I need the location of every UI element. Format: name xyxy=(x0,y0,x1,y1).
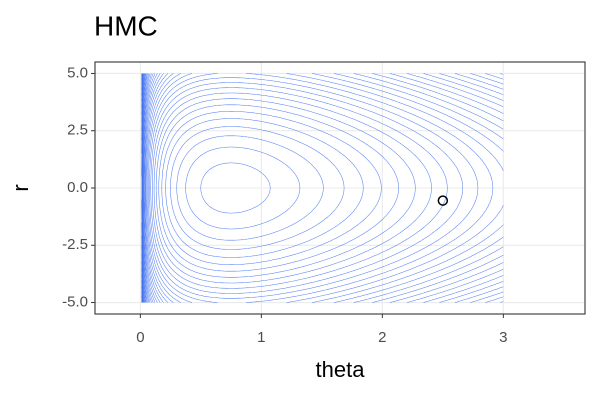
y-tick-label: -5.0 xyxy=(62,294,88,311)
y-axis-label: r xyxy=(8,184,33,191)
contour-line xyxy=(147,73,504,303)
x-tick-label: 1 xyxy=(257,329,265,346)
y-tick-label: 0.0 xyxy=(67,179,88,196)
contour-line xyxy=(142,73,504,303)
contour-line xyxy=(149,77,479,299)
contour-line xyxy=(143,73,504,303)
y-tick-label: 2.5 xyxy=(67,122,88,139)
y-tick-label: -2.5 xyxy=(62,236,88,253)
contour-line xyxy=(148,73,494,303)
x-tick-label: 3 xyxy=(499,329,507,346)
contour-line xyxy=(176,135,324,241)
contour-line xyxy=(153,92,432,284)
contour-line xyxy=(144,73,504,303)
contour-line xyxy=(143,73,504,303)
contour-line xyxy=(170,126,345,250)
x-axis-label: theta xyxy=(316,357,366,382)
contour-line xyxy=(144,73,504,303)
panel-border xyxy=(94,61,586,315)
point xyxy=(437,195,449,206)
contour-line xyxy=(185,146,301,230)
x-tick-label: 0 xyxy=(136,329,144,346)
contour-line xyxy=(200,162,271,214)
contour-line xyxy=(161,111,382,265)
contour-line xyxy=(152,87,448,289)
contour-line xyxy=(158,104,399,272)
contour-line xyxy=(150,82,463,294)
contour-line xyxy=(143,73,504,303)
y-tick-label: 5.0 xyxy=(67,64,88,81)
x-tick-label: 2 xyxy=(378,329,386,346)
contour-line xyxy=(165,118,364,258)
contours xyxy=(141,73,504,303)
contour-line xyxy=(155,98,416,278)
contour-line xyxy=(145,73,504,303)
contour-line xyxy=(146,73,504,303)
chart-title: HMC xyxy=(94,10,158,41)
